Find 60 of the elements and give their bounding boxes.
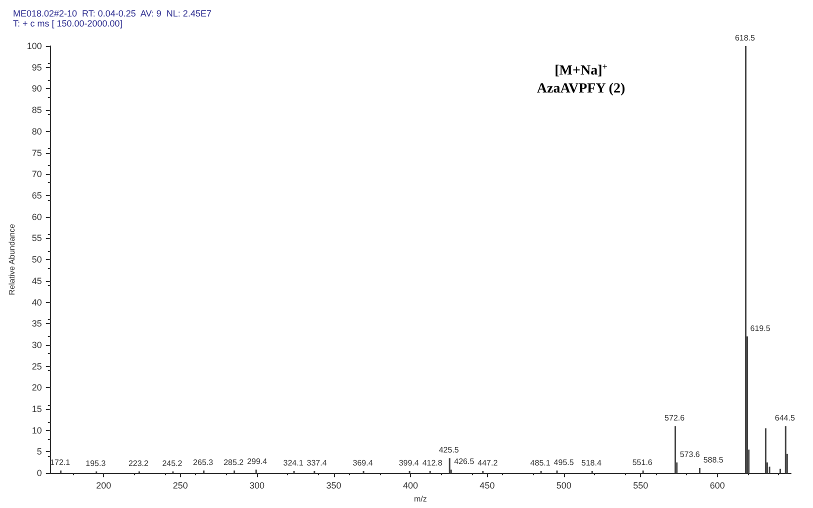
annotation: 573.6 [680, 450, 700, 459]
y-tick-label: 70 [32, 169, 42, 180]
y-tick-label: 0 [36, 468, 42, 478]
x-tick-label: 250 [172, 480, 188, 491]
y-tick-label: 75 [32, 148, 42, 158]
annotation: 324.1 [283, 458, 304, 468]
x-tick-label: 600 [710, 480, 725, 491]
y-axis-title: Relative Abundance [8, 223, 16, 296]
y-tick-label: 20 [32, 382, 42, 393]
y-tick-label: 45 [32, 276, 42, 286]
y-tick-label: 55 [32, 233, 42, 244]
annotation: 337.4 [306, 458, 328, 468]
annotation: 495.5 [554, 458, 574, 468]
chart-subtitle: T: + c ms [ 150.00-2000.00] [13, 18, 122, 28]
x-tick-label: 200 [96, 480, 112, 491]
annotation: 299.4 [247, 457, 268, 466]
y-tick-label: 25 [32, 361, 42, 372]
y-tick-label: 5 [36, 446, 42, 457]
annotation: 412.8 [422, 458, 443, 468]
annotation: 644.5 [774, 414, 796, 423]
y-tick-label: 80 [32, 126, 42, 136]
y-tick-label: 35 [32, 318, 42, 329]
y-tick-label: 85 [32, 105, 42, 116]
annotation: 223.2 [128, 458, 150, 468]
annotation: 572.6 [664, 414, 686, 423]
annotation: 619.5 [750, 324, 771, 333]
x-tick-label: 550 [633, 480, 648, 491]
y-tick-label: 15 [32, 404, 42, 414]
y-tick-label: 30 [32, 340, 42, 350]
annotation: 399.4 [398, 458, 420, 468]
y-tick-label: 60 [32, 212, 42, 222]
y-tick-label: 90 [32, 84, 42, 94]
annotation: 618.5 [734, 34, 756, 42]
annotation: 195.3 [86, 458, 106, 468]
annotation: 285.2 [224, 458, 244, 468]
annotation: 551.6 [632, 458, 653, 468]
y-tick-label: 10 [32, 425, 42, 436]
annotation: 245.2 [162, 458, 183, 468]
chart-title: ME018.02#2-10 RT: 0.04-0.25 AV: 9 NL: 2.45E7 [13, 8, 212, 18]
x-tick-label: 400 [402, 480, 418, 491]
annotation: [M+Na]+ AzaAVPFY (2) [536, 62, 626, 96]
x-tick-label: 350 [326, 480, 342, 491]
y-tick-label: 50 [32, 254, 42, 265]
x-tick-label: 300 [250, 480, 265, 491]
x-axis-title: m/z [414, 494, 427, 504]
y-tick-label: 65 [32, 190, 42, 200]
annotation: 588.5 [703, 455, 724, 464]
annotation: 485.1 [530, 458, 551, 468]
y-tick-label: 100 [26, 41, 42, 51]
annotation: 447.2 [478, 458, 498, 468]
annotation: 518.4 [581, 458, 602, 468]
annotation: 172.1 [50, 458, 71, 468]
annotation: 425.5 [438, 446, 460, 455]
annotation: 426.5 [454, 457, 475, 466]
y-tick-label: 95 [32, 62, 42, 72]
y-tick-label: 40 [32, 297, 42, 308]
x-tick-label: 500 [556, 480, 572, 491]
annotation: 265.3 [193, 458, 214, 468]
annotation: 369.4 [352, 458, 374, 468]
x-tick-label: 450 [480, 480, 495, 491]
